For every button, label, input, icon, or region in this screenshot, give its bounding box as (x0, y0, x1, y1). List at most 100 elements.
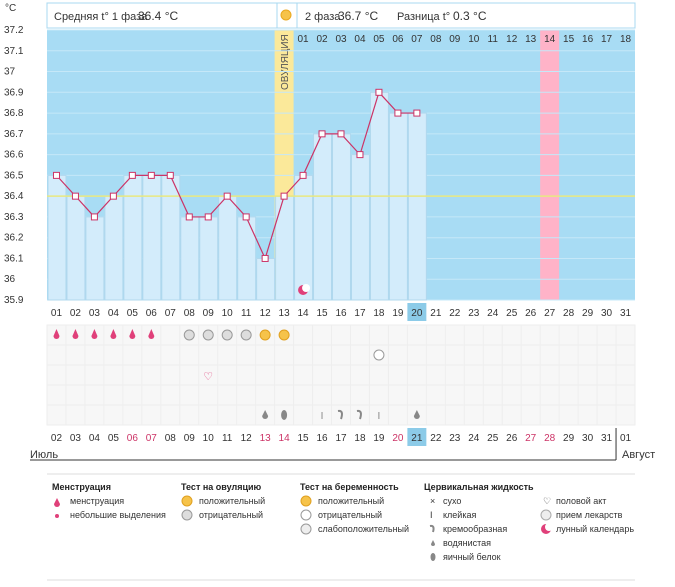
cycle-day-label: 09 (203, 308, 215, 319)
temperature-bar (161, 174, 181, 301)
y-tick-label: 36.8 (4, 108, 24, 119)
calendar-date-label: 11 (222, 433, 233, 444)
cycle-day-label: 30 (601, 308, 613, 319)
calendar-date-label: 17 (335, 433, 347, 444)
calendar-date-label: 08 (165, 433, 177, 444)
menstruation-drop-icon (91, 329, 98, 339)
temperature-bar (313, 133, 333, 301)
ovulation-negative-icon (221, 329, 233, 341)
calendar-date-label: 03 (70, 433, 82, 444)
y-tick-label: 36.4 (4, 191, 24, 202)
spotting-drop-icon (55, 514, 59, 518)
cycle-day-label: 22 (449, 308, 461, 319)
ovulation-positive-icon (181, 495, 193, 507)
phase2-label: 2 фаза (305, 11, 341, 23)
legend-item: менструация (70, 496, 124, 506)
cycle-day-label: 12 (260, 308, 272, 319)
calendar-date-label: 09 (184, 433, 196, 444)
cycle-day-label: 04 (108, 308, 120, 319)
temperature-point (128, 171, 136, 179)
top-day-label: 10 (468, 34, 480, 45)
y-tick-label: 37 (4, 67, 16, 78)
temperature-point (147, 171, 155, 179)
temperature-point (375, 88, 383, 96)
top-day-label: 03 (335, 34, 347, 45)
temperature-bar (294, 174, 314, 301)
temperature-point (318, 130, 326, 138)
calendar-date-label: 22 (430, 433, 442, 444)
menstruation-drop-icon (72, 329, 79, 339)
pregnancy-negative-icon (300, 509, 312, 521)
top-day-label: 07 (411, 34, 423, 45)
heart-icon: ♡ (543, 496, 551, 506)
cycle-day-label: 08 (184, 308, 196, 319)
moon-icon-cutout (545, 523, 553, 531)
y-tick-label: 36.2 (4, 233, 24, 244)
cycle-day-label: 20 (411, 308, 423, 319)
temperature-point (52, 171, 60, 179)
calendar-date-label: 28 (544, 433, 556, 444)
legend-cervical-title: Цервикальная жидкость (424, 482, 534, 492)
cycle-day-label: 28 (563, 308, 575, 319)
calendar-date-label: 02 (51, 433, 63, 444)
cycle-day-label: 11 (241, 308, 252, 319)
cycle-day-label: 07 (165, 308, 177, 319)
calendar-date-label: 29 (563, 433, 575, 444)
temperature-point (166, 171, 174, 179)
temperature-bar (332, 133, 351, 301)
temperature-point (242, 213, 250, 221)
calendar-date-label: 12 (241, 433, 253, 444)
menstruation-drop-icon (148, 329, 155, 339)
calendar-date-label: 06 (127, 433, 139, 444)
ovulation-label: ОВУЛЯЦИЯ (280, 34, 291, 90)
dry-icon: × (430, 496, 435, 506)
legend-item: водянистая (443, 538, 491, 548)
calendar-date-label: 18 (354, 433, 366, 444)
pregnancy-positive-icon (300, 495, 312, 507)
sticky-icon: I (430, 510, 433, 520)
symptom-row (46, 324, 636, 346)
ovulation-negative-icon (202, 329, 214, 341)
temperature-bar (142, 174, 162, 301)
calendar-date-label: 27 (525, 433, 537, 444)
menstruation-drop-icon (129, 329, 136, 339)
ovulation-negative-icon (183, 329, 195, 341)
temperature-bar (85, 216, 105, 301)
creamy-icon (337, 409, 343, 420)
legend-item: прием лекарств (556, 510, 623, 520)
calendar-date-label: 21 (411, 433, 423, 444)
phase1-box (46, 2, 278, 29)
top-day-label: 06 (392, 34, 404, 45)
cycle-day-label: 27 (544, 308, 556, 319)
y-tick-label: 35.9 (4, 295, 24, 306)
creamy-icon (429, 524, 435, 533)
temperature-point (109, 192, 117, 200)
watery-icon (431, 540, 435, 546)
y-tick-label: 36 (4, 274, 16, 285)
cycle-day-label: 02 (70, 308, 82, 319)
temperature-bar (66, 195, 86, 301)
temperature-bar (388, 112, 408, 301)
plot-area: ОВУЛЯЦИЯ 01 02 03 04 05 06 07 08 09 10 11 12 13 14 15 16… (47, 29, 635, 301)
phase2-box (296, 2, 636, 29)
temperature-bar (199, 216, 219, 301)
watery-icon (413, 410, 420, 419)
current-date-marker (407, 428, 427, 446)
symptom-row (46, 344, 636, 366)
watery-icon (262, 410, 269, 419)
calendar-date-label: 31 (601, 433, 613, 444)
legend-item: яичный белок (443, 552, 501, 562)
temperature-bar (104, 195, 124, 301)
y-tick-label: 36.1 (4, 253, 24, 264)
calendar-date-label: 30 (582, 433, 594, 444)
y-tick-label: 36.7 (4, 129, 24, 140)
legend-item: отрицательный (318, 510, 382, 520)
cycle-day-label: 23 (468, 308, 480, 319)
cycle-day-label: 14 (298, 308, 310, 319)
calendar-date-label: 07 (146, 433, 158, 444)
temperature-bar (218, 195, 238, 301)
legend-menstruation-title: Менструация (52, 482, 111, 492)
top-day-label: 11 (488, 34, 499, 45)
